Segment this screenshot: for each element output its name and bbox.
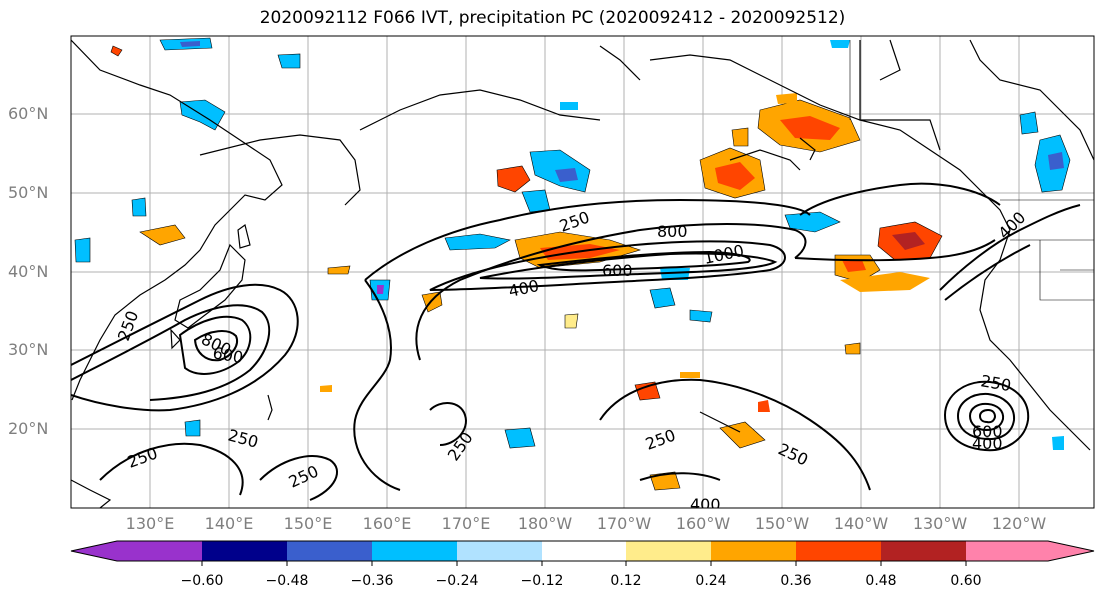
colorbar-tick-label: −0.12 bbox=[520, 573, 564, 589]
gridlines bbox=[71, 36, 1094, 508]
contour-label: 250 bbox=[444, 428, 477, 464]
lon-label: 160°E bbox=[362, 514, 412, 533]
lon-label: 130°E bbox=[125, 514, 175, 533]
lon-label: 150°E bbox=[283, 514, 333, 533]
lon-label: 140°W bbox=[833, 514, 889, 533]
precip-positive-areas bbox=[110, 45, 943, 491]
colorbar-segment bbox=[711, 541, 796, 561]
lon-label: 170°W bbox=[596, 514, 652, 533]
lon-label: 130°W bbox=[912, 514, 968, 533]
contour-label: 800 bbox=[657, 222, 688, 241]
lat-label: 50°N bbox=[8, 183, 49, 202]
contour-label: 600 bbox=[602, 261, 633, 280]
colorbar-tick-label: 0.36 bbox=[780, 573, 812, 589]
colorbar-segment bbox=[287, 541, 372, 561]
lon-label: 160°W bbox=[675, 514, 731, 533]
map-frame bbox=[70, 35, 1095, 509]
lon-label: 170°E bbox=[441, 514, 491, 533]
lat-label: 20°N bbox=[8, 419, 49, 438]
colorbar-segment bbox=[202, 541, 287, 561]
colorbar-tick-label: 0.12 bbox=[610, 573, 642, 589]
colorbar-outline bbox=[70, 540, 1095, 562]
colorbar-segment bbox=[542, 541, 626, 561]
contour-label: 250 bbox=[979, 371, 1012, 395]
contour-label: 250 bbox=[114, 308, 142, 343]
colorbar-tick-label: −0.60 bbox=[180, 573, 224, 589]
contour-label: 250 bbox=[643, 425, 678, 453]
colorbar-tick-label: −0.36 bbox=[350, 573, 394, 589]
contour-label: 600 bbox=[972, 422, 1003, 441]
contour-label: 250 bbox=[286, 461, 322, 491]
lon-label: 140°E bbox=[204, 514, 254, 533]
contour-label: 250 bbox=[775, 439, 811, 469]
colorbar-segment bbox=[372, 541, 457, 561]
colorbar-tick-label: −0.24 bbox=[435, 573, 479, 589]
lon-label: 180°W bbox=[517, 514, 573, 533]
colorbar-segment bbox=[796, 541, 881, 561]
colorbar-segment bbox=[881, 541, 966, 561]
contour-label: 400 bbox=[994, 208, 1029, 243]
borders bbox=[849, 40, 1094, 301]
map-title: 2020092112 F066 IVT, precipitation PC (2… bbox=[259, 8, 846, 28]
coastlines bbox=[71, 39, 1094, 508]
colorbar bbox=[70, 540, 1095, 566]
colorbar-segment bbox=[626, 541, 711, 561]
colorbar-tick-label: −0.48 bbox=[265, 573, 309, 589]
colorbar-segment bbox=[71, 541, 202, 561]
contour-label: 400 bbox=[507, 276, 541, 301]
lon-label: 150°W bbox=[754, 514, 810, 533]
lat-label: 40°N bbox=[8, 262, 49, 281]
lon-label: 120°W bbox=[991, 514, 1047, 533]
colorbar-tick-label: 0.48 bbox=[865, 573, 897, 589]
contour-label: 250 bbox=[557, 207, 592, 235]
ivt-contours bbox=[71, 182, 1081, 501]
contour-label: 600 bbox=[211, 343, 244, 367]
colorbar-segment bbox=[457, 541, 542, 561]
colorbar-tick-label: 0.24 bbox=[695, 573, 727, 589]
contour-label: 400 bbox=[690, 495, 721, 514]
colorbar-tick-label: 0.60 bbox=[950, 573, 982, 589]
lat-label: 30°N bbox=[8, 340, 49, 359]
colorbar-segment bbox=[966, 541, 1094, 561]
contour-label: 250 bbox=[125, 443, 160, 471]
contour-label: 400 bbox=[972, 434, 1003, 453]
lat-label: 60°N bbox=[8, 104, 49, 123]
